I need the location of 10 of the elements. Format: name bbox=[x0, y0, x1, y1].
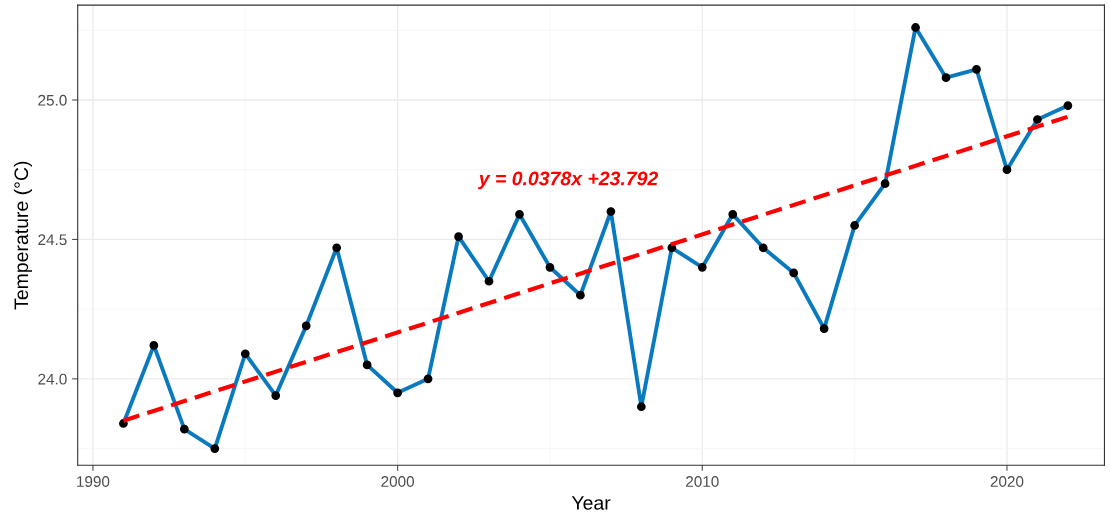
y-tick-label: 25.0 bbox=[38, 94, 67, 106]
x-tick-label: 2010 bbox=[686, 476, 719, 487]
x-tick-label: 2000 bbox=[381, 476, 414, 487]
y-tick-label: 24.0 bbox=[38, 373, 67, 385]
annotation: y = 0.0378x +23.792 bbox=[477, 171, 659, 190]
y-tick-label: 24.5 bbox=[38, 234, 67, 246]
x-axis-title: Year bbox=[571, 496, 611, 510]
x-tick-label: 2020 bbox=[990, 476, 1024, 487]
y-axis-title: Temperature (°C) bbox=[13, 161, 32, 310]
x-tick-label: 1990 bbox=[77, 476, 110, 487]
